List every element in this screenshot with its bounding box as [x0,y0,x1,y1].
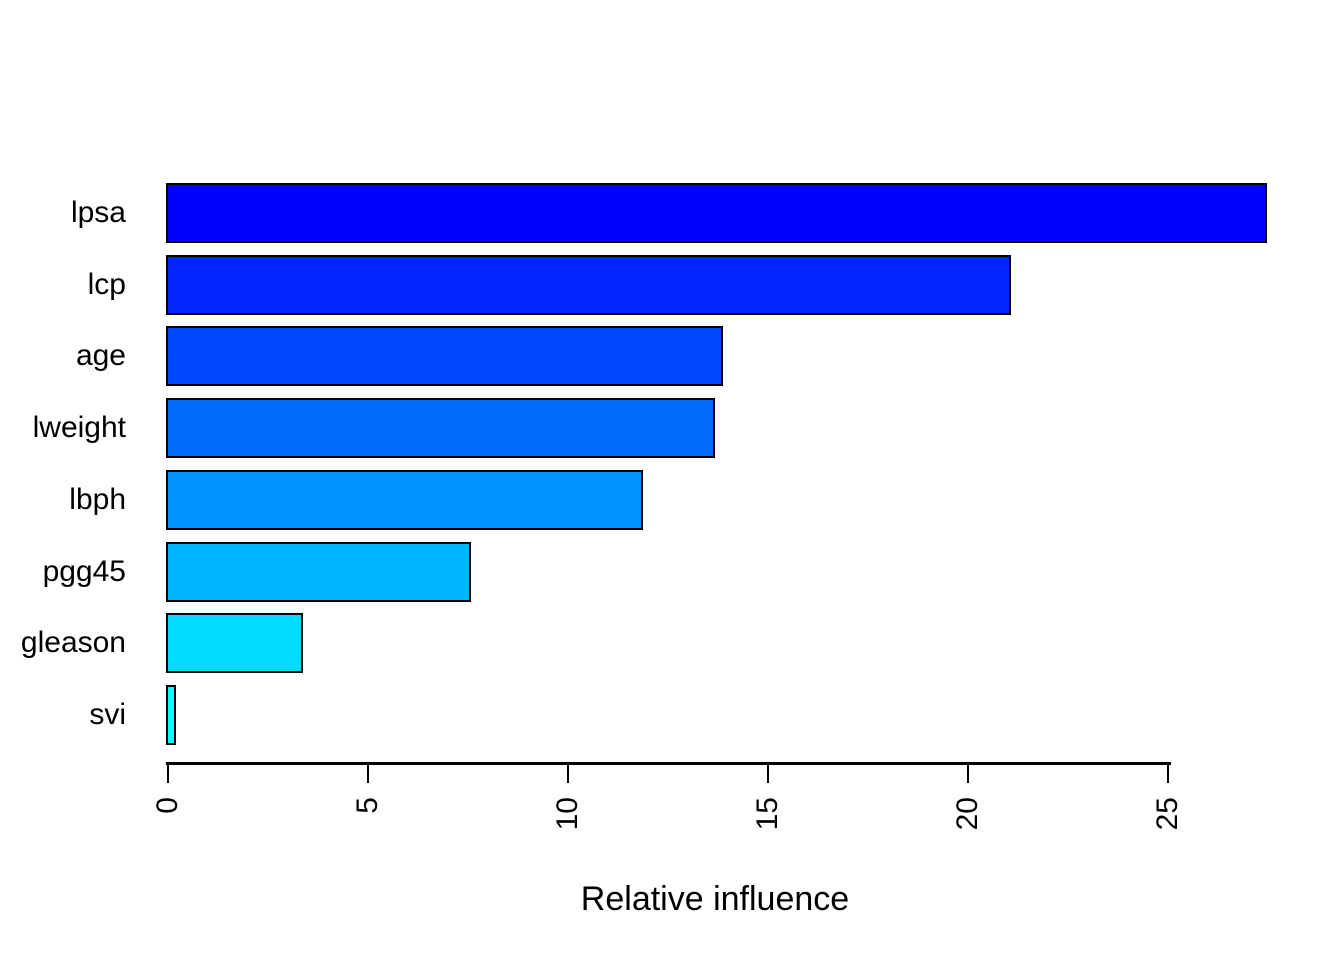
bar-gleason [166,613,303,673]
x-tick-mark-25 [1166,763,1170,783]
x-tick-label-20: 20 [951,797,984,831]
y-label-lpsa: lpsa [70,196,126,229]
x-tick-label-10: 10 [551,797,584,831]
y-label-lweight: lweight [32,411,126,444]
x-tick-mark-20 [966,763,970,783]
y-label-pgg45: pgg45 [42,555,126,588]
x-tick-label-25: 25 [1151,797,1184,831]
x-axis-line [166,762,1171,765]
bar-lcp [166,255,1011,315]
y-label-svi: svi [89,698,126,731]
x-axis-title: Relative influence [580,880,850,918]
x-tick-mark-5 [366,763,370,783]
x-tick-label-0: 0 [151,797,184,814]
x-tick-mark-0 [166,763,170,783]
y-label-lbph: lbph [69,483,126,516]
bar-svi [166,685,176,745]
y-label-gleason: gleason [20,626,126,659]
bar-lbph [166,470,643,530]
x-tick-label-5: 5 [351,797,384,814]
x-tick-mark-10 [566,763,570,783]
x-tick-mark-15 [766,763,770,783]
bar-lpsa [166,183,1267,243]
bar-age [166,326,723,386]
bar-pgg45 [166,542,471,602]
y-label-lcp: lcp [87,268,126,301]
y-label-age: age [75,339,126,372]
bar-lweight [166,398,715,458]
x-tick-label-15: 15 [751,797,784,831]
